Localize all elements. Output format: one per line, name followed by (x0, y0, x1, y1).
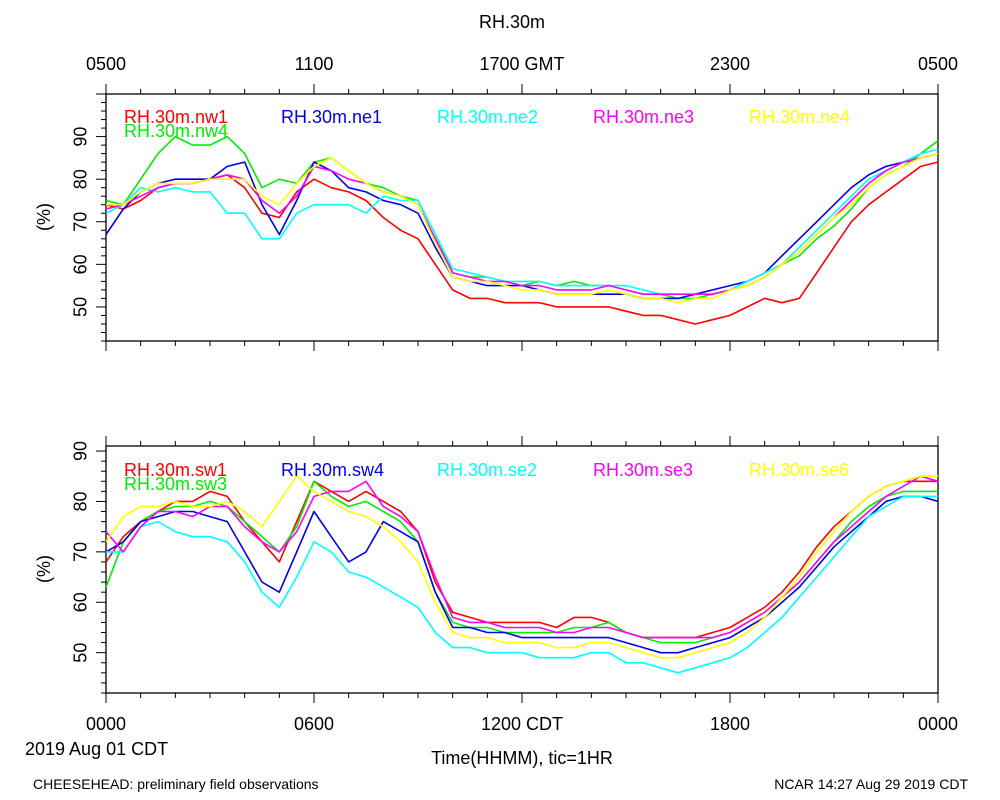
gmt-tick-label-1: 1100 (295, 54, 334, 74)
y-tick-label: 60 (71, 254, 91, 274)
y-tick-label: 60 (71, 592, 91, 612)
series-line-RH-30m-nw1 (105, 161, 939, 325)
series-line-RH-30m-ne2 (105, 148, 939, 296)
footer-credit: NCAR 14:27 Aug 29 2019 CDT (774, 776, 968, 792)
gmt-tick-label-3: 2300 (710, 54, 750, 74)
y-tick-label: 50 (71, 643, 91, 663)
legend-se2: RH.30m.se2 (437, 460, 537, 480)
cdt-tick-label-0: 0000 (86, 714, 126, 734)
panel-bottom: (%) 50 60 70 80 90 RH.30m.sw1 RH.30m.sw3 RH.… (34, 436, 939, 703)
legend-ne3: RH.30m.ne3 (593, 107, 694, 127)
series-line-RH-30m-se6 (105, 475, 938, 659)
series-line-RH-30m-sw4 (105, 495, 939, 654)
series-line-RH-30m-sw3 (105, 480, 938, 644)
legend-ne4: RH.30m.ne4 (749, 107, 850, 127)
y-tick-label: 80 (71, 169, 91, 189)
legend-ne2: RH.30m.ne2 (437, 107, 538, 127)
gmt-tick-label-4: 0500 (918, 54, 958, 74)
footer-project: CHEESEHEAD: preliminary field observatio… (33, 776, 319, 792)
y-tick-label: 70 (71, 542, 91, 562)
legend-sw1: RH.30m.sw1 (124, 460, 227, 480)
date-label: 2019 Aug 01 CDT (25, 739, 168, 759)
series-line-RH-30m-ne4 (106, 152, 939, 304)
panel-top-legend: RH.30m.nw1 RH.30m.nw4 RH.30m.ne1 RH.30m.… (124, 107, 850, 141)
y-tick-label: 50 (71, 297, 91, 317)
cdt-tick-label-4: 0000 (918, 714, 958, 734)
x-axis-label: Time(HHMM), tic=1HR (431, 748, 613, 768)
panel-bottom-legend: RH.30m.sw1 RH.30m.sw3 RH.30m.sw4 RH.30m.… (124, 460, 849, 494)
series-line-RH-30m-se3 (105, 475, 939, 639)
legend-se6: RH.30m.se6 (749, 460, 849, 480)
legend-se3: RH.30m.se3 (593, 460, 693, 480)
panel-top: (%) 50 60 70 80 90 RH.30m.nw1 RH.30m.nw4 RH.… (34, 84, 939, 351)
legend-nw1: RH.30m.nw1 (124, 107, 228, 127)
series-line-RH-30m-sw1 (105, 480, 938, 639)
cdt-tick-label-3: 1800 (710, 714, 750, 734)
panel-bottom-ylabel: (%) (34, 555, 54, 583)
y-tick-label: 80 (71, 491, 91, 511)
cdt-tick-label-1: 0600 (294, 714, 334, 734)
series-line-RH-30m-nw4 (105, 135, 939, 300)
y-tick-label: 70 (71, 212, 91, 232)
legend-sw4: RH.30m.sw4 (281, 460, 384, 480)
gmt-tick-label-0: 0500 (86, 54, 126, 74)
cdt-tick-label-2: 1200 CDT (481, 714, 563, 734)
gmt-tick-label-2: 1700 GMT (479, 54, 564, 74)
series-line-RH-30m-se2 (106, 495, 938, 674)
legend-ne1: RH.30m.ne1 (281, 107, 382, 127)
legend-sw3: RH.30m.sw3 (124, 474, 227, 494)
panel-bottom-frame (105, 445, 939, 694)
y-tick-label: 90 (71, 127, 91, 147)
panel-top-frame (105, 93, 939, 342)
chart-title: RH.30m (479, 12, 545, 32)
y-tick-label: 90 (71, 441, 91, 461)
panel-top-ylabel: (%) (34, 203, 54, 231)
legend-nw4: RH.30m.nw4 (124, 121, 228, 141)
series-line-RH-30m-ne3 (105, 152, 939, 296)
